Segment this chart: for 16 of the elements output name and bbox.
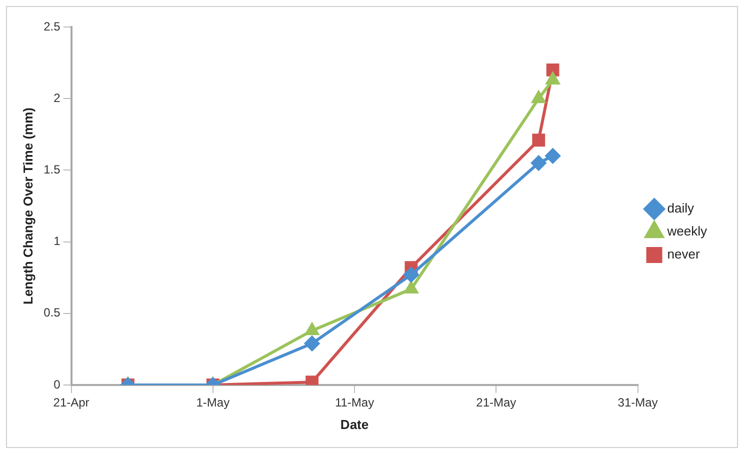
y-axis-title: Length Change Over Time (mm) bbox=[20, 108, 36, 304]
legend-label: never bbox=[667, 246, 700, 262]
y-tick-label: 1 bbox=[54, 234, 61, 248]
x-axis-title: Date bbox=[340, 416, 369, 432]
y-tick-label: 2.5 bbox=[44, 19, 61, 34]
x-tick-label: 21-Apr bbox=[53, 396, 90, 410]
y-tick-label: 0 bbox=[54, 377, 61, 392]
y-tick-label: 0.5 bbox=[44, 306, 61, 320]
y-tick-label: 2 bbox=[54, 90, 61, 105]
x-tick-label: 11-May bbox=[334, 396, 374, 410]
legend-label: daily bbox=[667, 200, 694, 216]
x-tick-label: 1-May bbox=[196, 396, 230, 410]
legend-label: weekly bbox=[666, 224, 708, 239]
y-tick-label: 1.5 bbox=[44, 162, 61, 177]
x-tick-label: 31-May bbox=[618, 396, 658, 410]
x-tick-label: 21-May bbox=[476, 396, 516, 410]
